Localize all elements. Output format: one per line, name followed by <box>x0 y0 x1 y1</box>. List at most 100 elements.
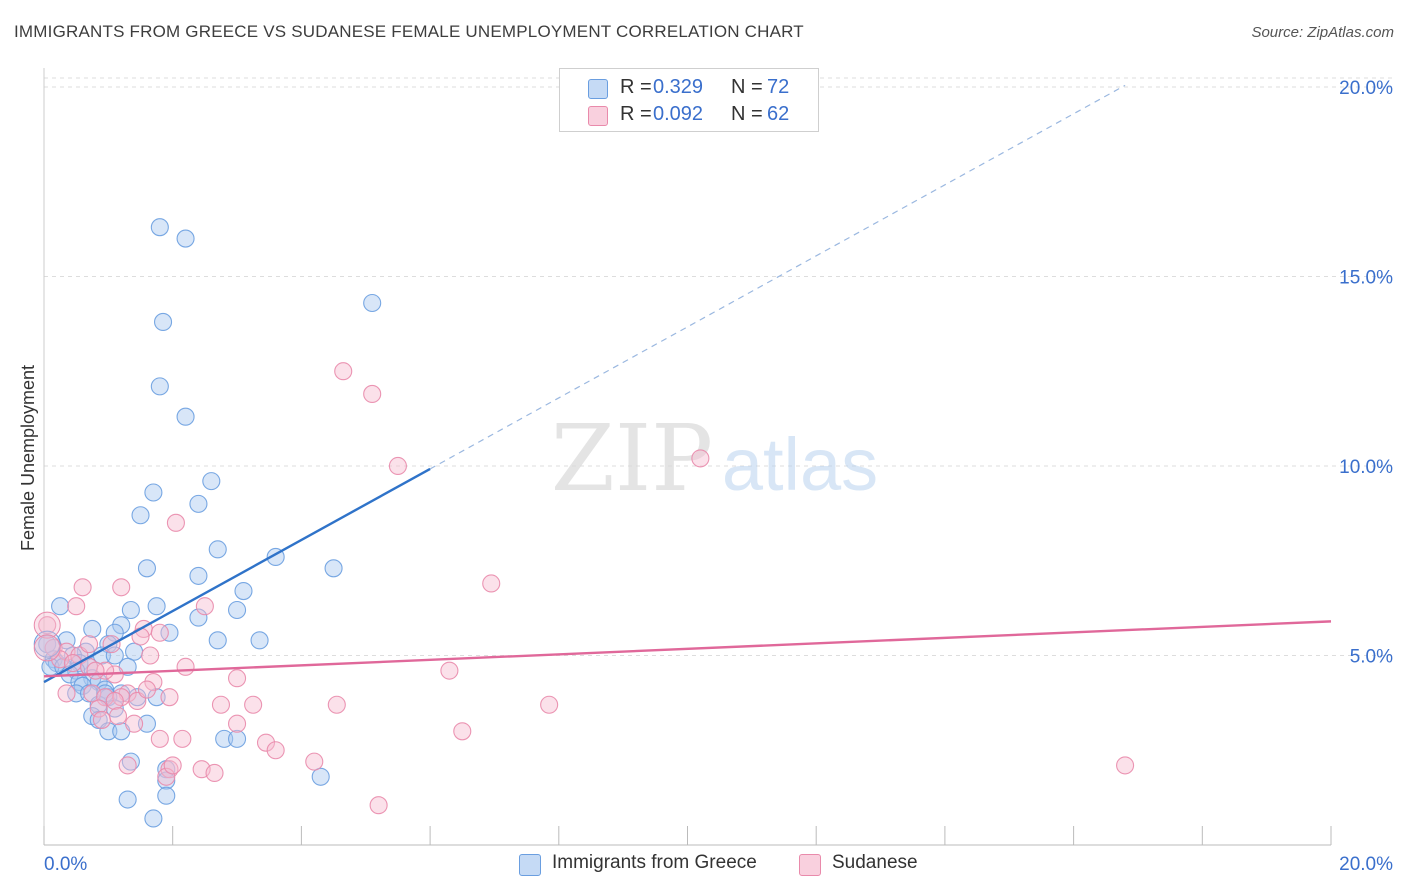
legend-swatch-pink <box>588 106 608 126</box>
point-greece <box>131 506 150 525</box>
point-greece <box>176 407 195 426</box>
point-sudanese <box>38 616 57 635</box>
point-sudanese <box>211 695 231 714</box>
point-greece <box>157 771 176 790</box>
point-sudanese <box>540 695 559 714</box>
point-sudanese <box>363 384 382 404</box>
bottom-legend-swatch-pink <box>799 854 821 876</box>
point-sudanese <box>86 661 105 680</box>
point-sudanese <box>482 574 501 593</box>
bottom-legend-label-sudanese: Sudanese <box>832 852 918 873</box>
point-greece <box>121 600 140 620</box>
point-greece <box>150 377 169 396</box>
point-greece <box>228 729 247 748</box>
point-sudanese <box>173 729 192 748</box>
point-greece <box>147 597 166 616</box>
correlation-legend: R = 0.329 N = 72 R = 0.092 N = 62 <box>559 68 819 132</box>
point-sudanese <box>228 714 247 733</box>
point-greece <box>363 293 382 313</box>
regression-line-greece-extrapolated <box>429 84 1126 470</box>
legend-row-greece: R = 0.329 N = 72 <box>560 74 818 102</box>
point-greece <box>189 608 208 627</box>
y-axis-label: Female Unemployment <box>18 365 38 551</box>
y-tick-label: 10.0% <box>1339 457 1393 478</box>
point-greece <box>128 688 147 707</box>
point-greece <box>147 688 166 707</box>
point-sudanese <box>57 684 76 703</box>
point-greece <box>176 229 195 248</box>
point-greece <box>234 582 253 601</box>
point-greece <box>250 631 269 650</box>
point-greece <box>112 616 131 635</box>
points-layer <box>33 218 1135 828</box>
point-sudanese <box>256 733 276 752</box>
point-sudanese <box>108 707 128 726</box>
point-greece <box>208 631 227 650</box>
point-sudanese <box>266 741 285 760</box>
point-sudanese <box>131 627 150 646</box>
point-sudanese <box>79 635 99 654</box>
point-sudanese <box>160 688 179 707</box>
point-sudanese <box>150 729 169 748</box>
point-greece <box>144 483 163 502</box>
point-sudanese <box>67 597 86 616</box>
watermark-zip: ZIP <box>551 405 713 512</box>
legend-n-value: 62 <box>767 103 790 125</box>
legend-r-label: R = <box>620 103 652 125</box>
legend-swatch-blue <box>588 79 608 99</box>
point-greece <box>105 623 124 642</box>
point-sudanese <box>137 680 157 699</box>
point-sudanese <box>112 578 131 597</box>
point-sudanese <box>105 691 124 711</box>
legend-r-label: R = <box>620 76 652 98</box>
regression-line-greece <box>43 467 431 684</box>
point-sudanese <box>125 714 144 733</box>
y-tick-label: 20.0% <box>1339 78 1393 99</box>
point-sudanese <box>440 661 459 680</box>
point-greece <box>189 494 208 513</box>
legend-r-value: 0.092 <box>653 103 704 125</box>
legend-r-value: 0.329 <box>653 76 704 98</box>
chart-title: IMMIGRANTS FROM GREECE VS SUDANESE FEMAL… <box>14 22 804 41</box>
point-sudanese <box>691 449 710 468</box>
regression-lines <box>43 84 1332 684</box>
point-greece <box>202 472 221 491</box>
point-greece <box>157 786 176 805</box>
point-greece <box>118 790 137 809</box>
grid-layer <box>44 77 1394 656</box>
point-greece <box>311 767 330 786</box>
point-greece <box>137 559 157 578</box>
regression-line-sudanese <box>43 620 1332 678</box>
point-sudanese <box>1116 756 1135 775</box>
point-sudanese <box>144 672 163 692</box>
point-greece <box>67 684 86 703</box>
point-sudanese <box>150 623 169 642</box>
legend-n-label: N = <box>731 76 763 98</box>
point-sudanese <box>205 763 224 783</box>
tick-labels: 5.0% 10.0% 15.0% 20.0% 0.0% 20.0% <box>44 78 1393 875</box>
point-greece <box>150 218 169 237</box>
point-greece <box>153 312 173 331</box>
point-sudanese <box>163 756 182 775</box>
source-label: Source: ZipAtlas.com <box>1251 24 1394 41</box>
point-greece <box>99 722 118 741</box>
point-greece <box>105 646 124 665</box>
point-greece <box>189 566 208 585</box>
point-sudanese <box>327 695 346 714</box>
point-sudanese <box>96 688 115 707</box>
point-greece <box>137 714 157 733</box>
legend-n-value: 72 <box>767 76 790 98</box>
point-sudanese <box>166 513 185 532</box>
y-tick-label: 5.0% <box>1350 646 1393 667</box>
x-tick-label: 20.0% <box>1339 854 1393 875</box>
point-greece <box>51 597 70 616</box>
point-sudanese <box>176 657 195 676</box>
point-sudanese <box>195 597 214 616</box>
point-sudanese <box>334 362 353 381</box>
point-greece <box>208 540 227 559</box>
point-sudanese <box>141 646 160 665</box>
point-greece <box>160 623 179 642</box>
point-sudanese <box>369 796 388 815</box>
watermark-atlas: atlas <box>722 423 878 506</box>
